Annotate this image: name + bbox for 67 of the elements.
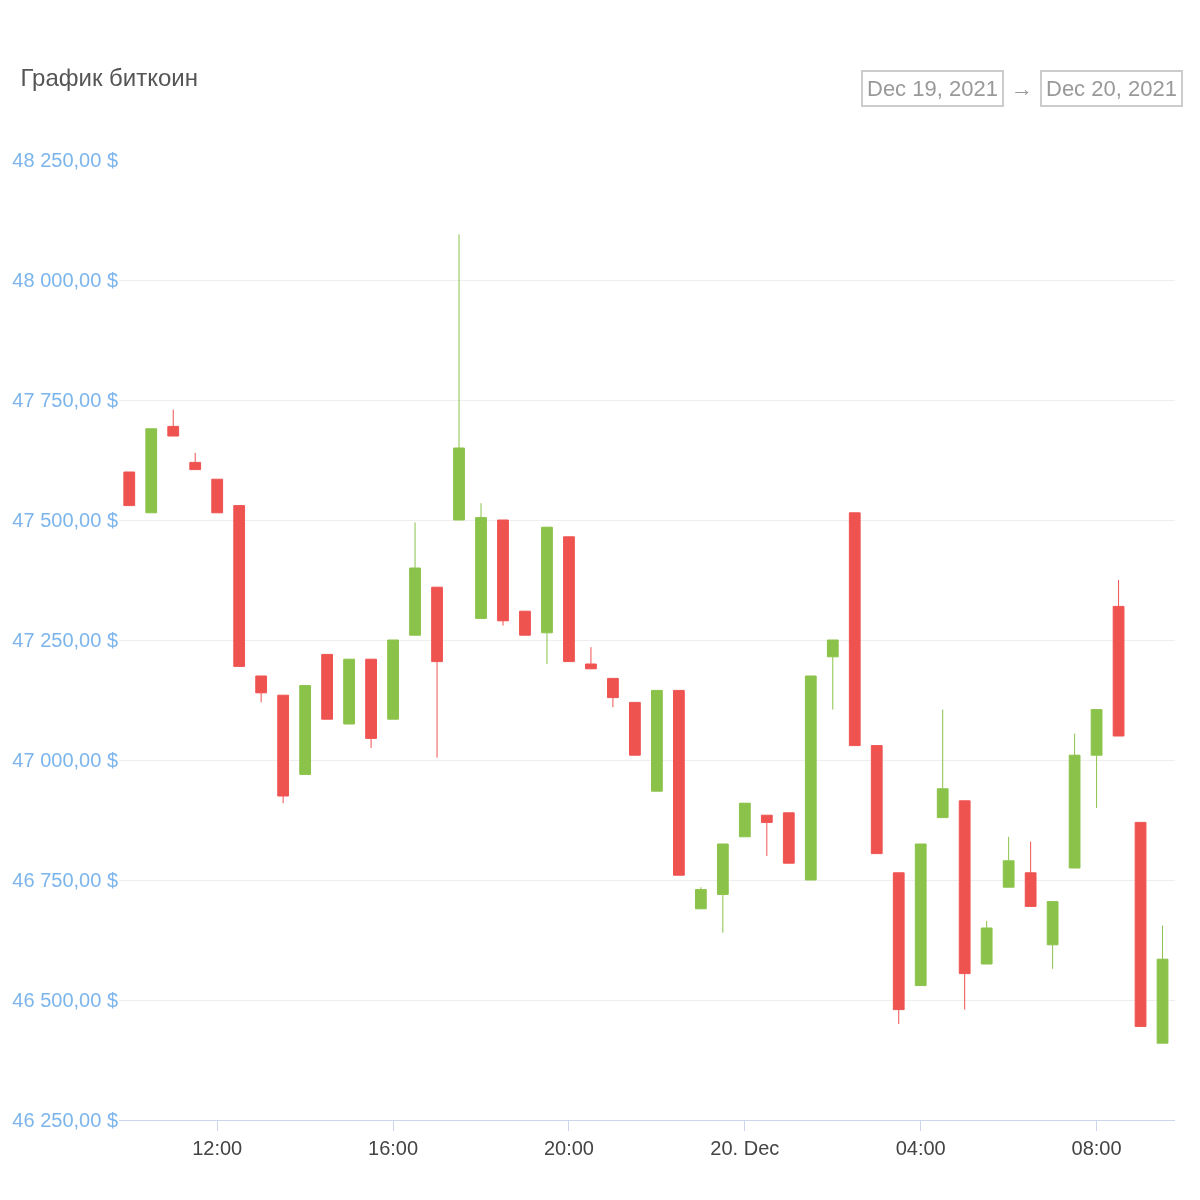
y-tick-label: 46 250,00 $ bbox=[12, 1109, 118, 1131]
candlestick bbox=[321, 653, 334, 720]
candlestick bbox=[189, 452, 202, 471]
candlestick bbox=[848, 512, 861, 747]
y-tick-label: 47 000,00 $ bbox=[12, 749, 118, 771]
candlestick bbox=[1090, 709, 1103, 809]
candlestick bbox=[1156, 925, 1169, 1044]
candlestick bbox=[1046, 901, 1059, 970]
candlestick bbox=[519, 610, 531, 636]
candlestick bbox=[255, 675, 268, 703]
candlestick bbox=[1002, 836, 1015, 888]
candlestick bbox=[409, 521, 421, 636]
candlestick bbox=[651, 689, 663, 792]
candlestick bbox=[123, 471, 136, 507]
x-tick-label: 12:00 bbox=[192, 1137, 243, 1159]
text: Dec 20, 2021 bbox=[1046, 76, 1177, 101]
candlestick bbox=[277, 694, 290, 804]
x-tick-label: 20:00 bbox=[543, 1137, 594, 1159]
x-tick-label: 04:00 bbox=[895, 1137, 946, 1159]
y-tick-label: 48 000,00 $ bbox=[12, 269, 118, 291]
candlestick bbox=[541, 526, 553, 665]
candlestick bbox=[892, 872, 905, 1025]
candlestick bbox=[453, 233, 465, 521]
candlestick bbox=[211, 478, 224, 514]
y-tick-label: 47 250,00 $ bbox=[12, 629, 118, 651]
candlestick bbox=[431, 586, 443, 759]
y-tick-label: 46 500,00 $ bbox=[12, 989, 118, 1011]
candlestick bbox=[936, 709, 949, 819]
text: Dec 19, 2021 bbox=[867, 76, 998, 101]
candlestick bbox=[233, 505, 246, 667]
candlestick bbox=[585, 646, 597, 670]
candlestick bbox=[167, 409, 180, 437]
candlestick bbox=[826, 639, 839, 711]
candlestick bbox=[672, 689, 685, 876]
candlestick bbox=[1024, 841, 1037, 907]
candlestick bbox=[563, 536, 575, 663]
candlestick bbox=[299, 685, 312, 775]
y-tick-label: 48 250,00 $ bbox=[12, 149, 118, 171]
candlestick bbox=[607, 677, 619, 708]
y-tick-label: 46 750,00 $ bbox=[12, 869, 118, 891]
candlestick bbox=[497, 519, 509, 627]
x-tick-label: 08:00 bbox=[1071, 1137, 1122, 1159]
candlestick bbox=[870, 745, 883, 855]
candlestick bbox=[1112, 579, 1125, 737]
candlestick bbox=[914, 843, 927, 987]
candlestick bbox=[1134, 821, 1147, 1027]
candlestick bbox=[1068, 733, 1081, 869]
candlestick bbox=[804, 675, 817, 881]
candlestick bbox=[475, 502, 487, 619]
x-tick-label: 20. Dec bbox=[710, 1137, 780, 1159]
candlestick bbox=[958, 800, 971, 1011]
y-tick-label: 47 500,00 $ bbox=[12, 509, 118, 531]
candlestick bbox=[738, 802, 751, 838]
chart-title: График биткоин bbox=[20, 64, 198, 92]
candlestick bbox=[980, 920, 993, 965]
x-tick-label: 16:00 bbox=[368, 1137, 419, 1159]
y-tick-label: 47 750,00 $ bbox=[12, 389, 118, 411]
candlestick bbox=[760, 814, 773, 857]
text: → bbox=[1011, 76, 1033, 101]
candlestick bbox=[716, 843, 729, 934]
candlestick bbox=[629, 701, 641, 756]
candlestick bbox=[343, 658, 355, 725]
candlestick bbox=[145, 428, 158, 514]
candlestick bbox=[365, 658, 377, 749]
candlestick bbox=[694, 886, 707, 910]
candlestick bbox=[387, 639, 399, 720]
candlestick bbox=[782, 812, 795, 864]
